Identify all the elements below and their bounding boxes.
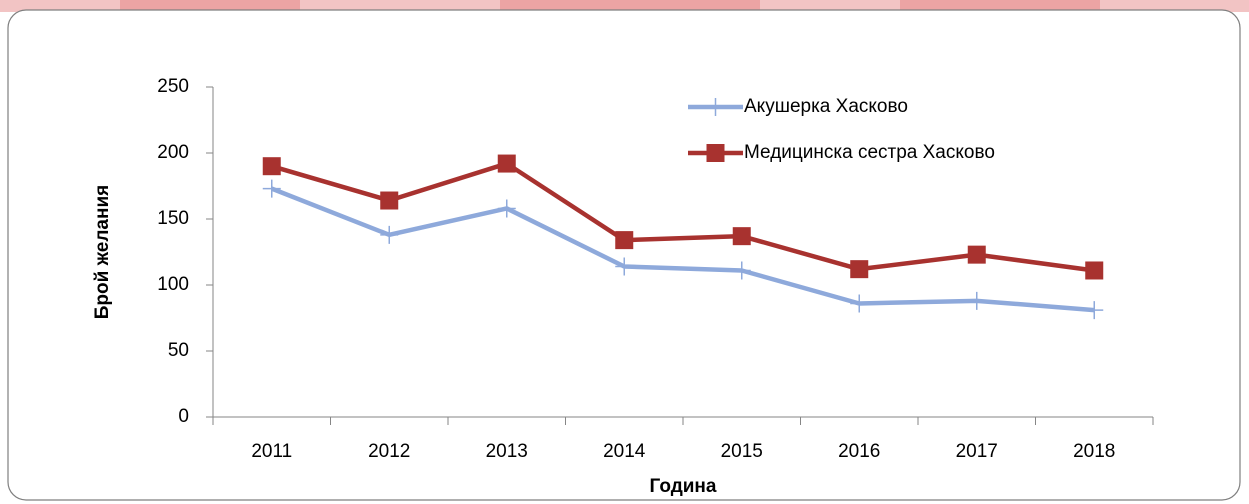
legend-marker	[706, 144, 725, 162]
y-tick-label: 150	[157, 208, 189, 229]
point-marker	[497, 154, 516, 173]
point-marker	[1085, 261, 1104, 280]
point-marker	[967, 245, 986, 264]
legend-label: Медицинска сестра Хасково	[744, 142, 995, 163]
x-tick-label: 2012	[368, 441, 410, 462]
point-marker	[1085, 301, 1104, 320]
point-marker	[380, 191, 399, 210]
x-tick-label: 2013	[486, 441, 528, 462]
chart-frame	[7, 9, 1241, 501]
banner-decoration	[120, 0, 300, 10]
legend-label: Акушерка Хасково	[744, 96, 908, 117]
y-tick-label: 100	[157, 274, 189, 295]
banner-decoration	[900, 0, 1100, 10]
point-marker	[615, 257, 634, 276]
x-tick-label: 2014	[603, 441, 646, 462]
y-tick-label: 200	[157, 142, 189, 163]
point-marker	[967, 291, 986, 310]
legend-marker	[706, 98, 725, 116]
y-tick-label: 250	[157, 76, 189, 97]
y-axis-title: Брой желания	[92, 185, 113, 320]
point-marker	[380, 225, 399, 244]
series-line	[270, 186, 1095, 313]
point-marker	[732, 227, 751, 246]
point-marker	[732, 261, 751, 280]
series-line	[271, 161, 1095, 273]
x-tick-label: 2015	[721, 441, 763, 462]
point-marker	[850, 260, 869, 279]
point-marker	[615, 231, 634, 250]
point-marker	[850, 294, 869, 313]
y-tick-label: 0	[178, 406, 189, 427]
x-tick-label: 2018	[1073, 441, 1115, 462]
banner-decoration	[500, 0, 760, 10]
x-tick-label: 2011	[251, 441, 292, 462]
x-tick-label: 2016	[838, 441, 880, 462]
point-marker	[262, 179, 281, 198]
y-tick-label: 50	[168, 340, 189, 361]
point-marker	[497, 199, 516, 218]
x-tick-label: 2017	[956, 441, 998, 462]
x-axis-title: Година	[650, 476, 717, 497]
point-marker	[262, 157, 281, 176]
